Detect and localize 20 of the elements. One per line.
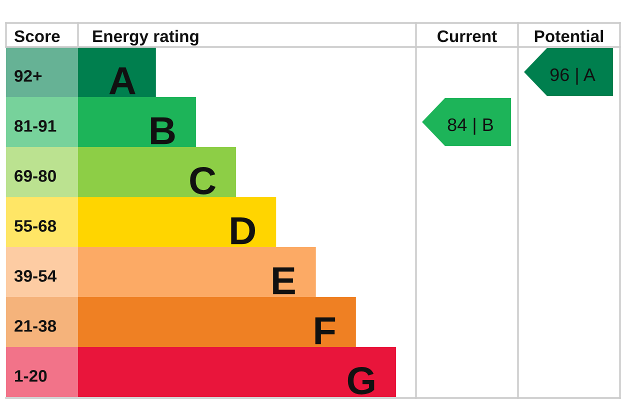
y-tick-label: 55-68 — [14, 220, 56, 232]
annotation: D — [231, 217, 256, 244]
annotation: F — [315, 317, 336, 344]
y-axis-title: Score — [14, 30, 60, 42]
y-tick-label: 39-54 — [14, 270, 57, 282]
y-tick-label: 69-80 — [14, 170, 56, 182]
annotation: B — [151, 117, 175, 144]
text: Current — [438, 30, 497, 42]
annotation: A — [109, 67, 136, 94]
text: 84 | B — [448, 118, 493, 135]
y-tick-label: 92+ — [14, 70, 42, 82]
annotation: E — [273, 267, 295, 294]
x-axis-title: Energy rating — [93, 30, 198, 46]
annotation: G — [348, 366, 374, 394]
y-tick-label: 21-38 — [14, 320, 56, 332]
annotation: C — [190, 166, 216, 194]
text: 96 | A — [550, 68, 596, 85]
y-tick-label: 1-20 — [15, 370, 47, 382]
y-tick-label: 81-91 — [14, 120, 56, 132]
text: Potential — [534, 30, 604, 42]
